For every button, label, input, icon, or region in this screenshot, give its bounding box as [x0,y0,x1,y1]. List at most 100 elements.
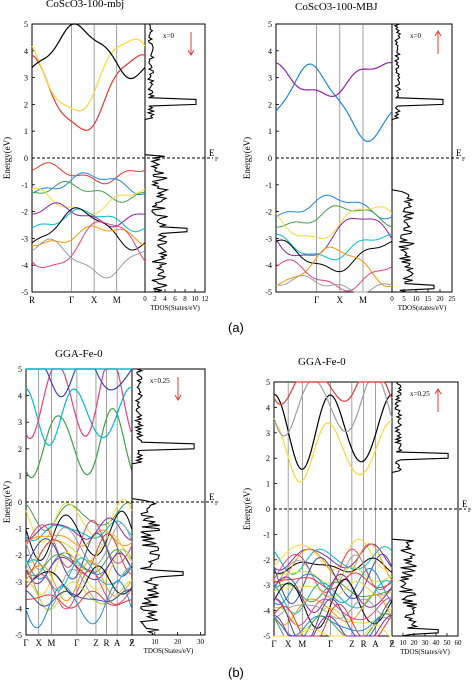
y-tick-label: 1 [266,480,270,489]
dos-x-tick-label: 5 [402,295,406,303]
y-tick-label: 0 [18,498,22,507]
y-tick-label: 5 [18,365,22,374]
dos-x-axis-label: TDOS(states/eV) [398,304,447,312]
valence-band [25,499,133,544]
valence-band [273,593,393,626]
valence-band [25,565,133,597]
y-tick-label: -1 [21,181,28,190]
valence-band [25,557,133,591]
k-point-label: R [29,295,35,305]
valence-band [273,597,393,627]
dos-x-axis-label: TDOS(States/eV) [144,647,194,655]
panel-title-a-right: CoScO3-100-MBJ [295,1,378,13]
spin-up-arrowhead [434,388,442,395]
y-tick-label: 2 [268,100,272,109]
conduction-band [273,421,393,483]
y-tick-label: -3 [265,234,272,243]
valence-band [273,553,393,605]
conduction-band [31,23,146,80]
panel-title-b-left: GGA-Fe-0 [55,348,103,360]
k-point-label: Z [93,638,99,648]
valence-band [25,533,133,575]
dos-x-tick-label: 0 [390,639,394,647]
conduction-band [275,61,393,98]
valence-band [25,552,133,585]
dos-x-tick-label: 25 [449,295,457,303]
valence-band [275,246,393,288]
panel-title-b-right: GGA-Fe-0 [298,356,346,368]
spin-label: x=0 [410,32,421,40]
valence-band [31,207,146,251]
y-tick-label: 5 [268,20,272,29]
y-tick-label: -3 [15,578,22,587]
valence-band [273,557,393,575]
valence-band [25,549,133,577]
y-tick-label: -5 [15,631,22,640]
valence-band [273,543,393,571]
y-tick-label: -3 [263,581,270,590]
valence-band [31,162,146,185]
y-tick-label: -5 [263,632,270,641]
k-point-label: R [361,639,367,649]
valence-band [275,274,393,293]
y-tick-label: 0 [268,154,272,163]
dos-x-tick-label: 2 [153,295,157,303]
spin-down-arrowhead [187,49,195,56]
dos-x-tick-label: 20 [411,639,419,647]
y-axis-label: Energy(eV) [2,481,12,523]
y-tick-label: -4 [21,261,28,270]
valence-band [31,202,145,228]
dos-x-tick-label: 0 [390,295,394,303]
dos-x-tick-label: 20 [174,638,182,646]
k-point-label: X [91,295,98,305]
k-point-label: R [104,638,110,648]
y-tick-label: 2 [266,454,270,463]
spin-label: x=0 [163,32,174,40]
conduction-band [25,407,133,479]
valence-band [273,573,393,613]
valence-band [31,187,146,215]
y-tick-label: 4 [268,47,272,56]
valence-band [273,598,393,620]
valence-band [25,560,133,602]
dos-x-tick-label: 4 [163,295,167,303]
dos-curve [391,381,449,637]
y-tick-label: 1 [18,471,22,480]
y-tick-label: 5 [24,20,28,29]
valence-band [273,614,393,637]
y-tick-label: -2 [15,551,22,560]
spin-label: x=0.25 [150,377,170,385]
valence-band [275,205,393,228]
y-tick-label: -2 [263,556,270,565]
k-point-label: Γ [271,639,276,649]
fermi-level-subscript: F [468,508,472,514]
valence-band [275,239,393,273]
k-point-label: M [298,639,306,649]
dos-x-tick-label: 0 [143,295,147,303]
conduction-band [25,386,133,447]
caption-a: (a) [228,320,244,335]
dos-x-tick-label: 6 [173,295,177,303]
y-tick-label: -5 [21,288,28,297]
y-tick-label: 5 [266,378,270,387]
valence-band [273,543,393,584]
conduction-band [31,38,146,112]
valence-band [276,233,393,261]
fermi-level-subscript: F [215,157,219,163]
y-tick-label: -1 [263,530,270,539]
valence-band [31,221,146,268]
valence-band [25,589,133,607]
k-point-label: X [285,639,292,649]
dos-x-tick-label: 60 [455,639,463,647]
k-point-label: A [372,639,379,649]
dos-x-tick-label: 20 [437,295,445,303]
y-tick-label: -1 [15,525,22,534]
dos-x-tick-label: 10 [151,638,159,646]
dos-x-tick-label: 10 [400,639,408,647]
k-point-label: Γ [69,295,74,305]
y-tick-label: 4 [18,392,22,401]
valence-band [273,603,393,637]
dos-x-tick-label: 50 [444,639,452,647]
